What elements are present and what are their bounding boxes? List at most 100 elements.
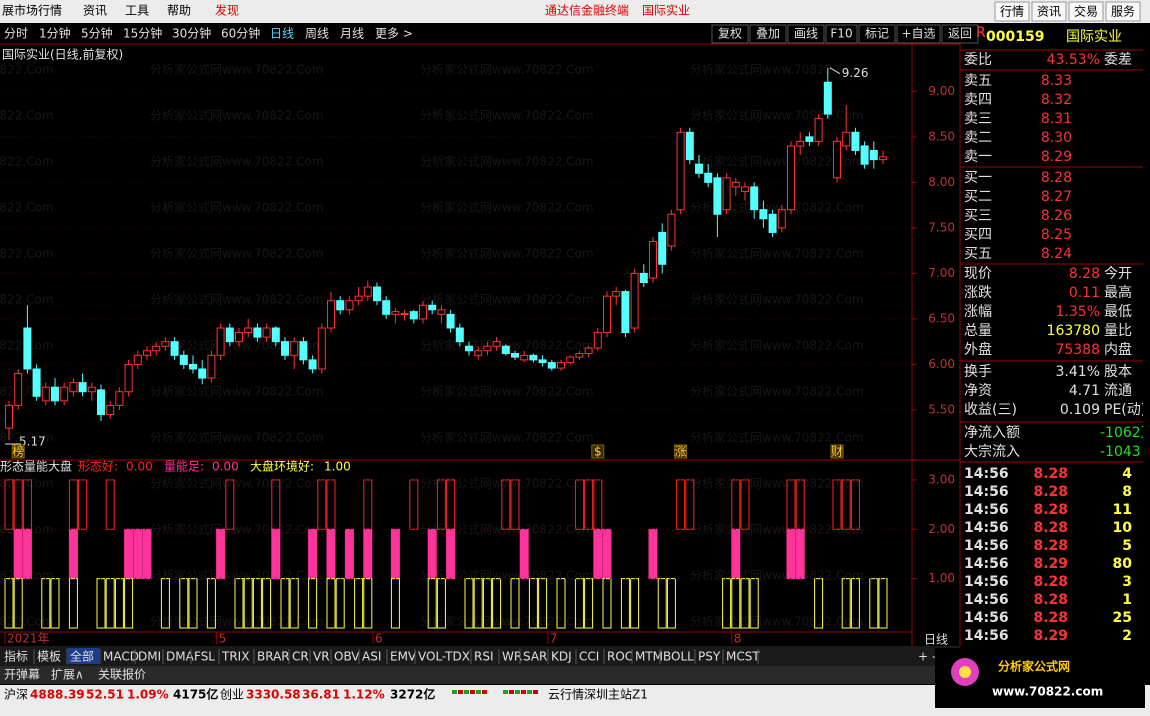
period-tab[interactable]: 周线 [305,27,329,41]
indicator-bar [22,528,32,580]
indicator-tab[interactable]: TRIX [221,650,249,664]
y-tick-label: 7.00 [928,266,955,280]
level-label: 买一 [964,170,992,186]
indicator-tab[interactable]: DMI [138,650,161,664]
watermark-text: 分析家公式网www.70822.Com [150,292,324,307]
level-price: 8.29 [1041,149,1072,165]
period-tab[interactable]: 30分钟 [172,26,211,41]
menu-item[interactable]: 展市场行情 [2,3,62,18]
status-item: 4175亿 [173,687,218,702]
indicator-tab[interactable]: ROC [607,650,633,664]
tool-button[interactable] [858,24,896,44]
tab-side[interactable]: + [918,650,928,664]
period-tab[interactable]: 15分钟 [123,26,162,41]
indicator-tab[interactable]: WR [502,650,522,664]
watermark-text: 分析家公式网www.70822.Com [150,62,324,77]
level-price: 8.25 [1041,227,1072,243]
indicator-tab[interactable]: DMA [166,650,195,664]
indicator-tab[interactable]: FSL [194,650,215,664]
tool-button[interactable] [941,24,979,44]
tool-button[interactable] [896,24,941,44]
stat-value: 3.41% [1056,364,1100,380]
stat-right: 今开 [1104,266,1132,282]
watermark-text: 分析家公式网www.70822.Com [0,246,54,261]
candle-body [787,145,795,211]
footer-tool[interactable]: 开弹幕 [4,668,40,682]
indicator-tab[interactable]: CCI [579,650,599,664]
candle-body [860,145,869,165]
candle-body [814,118,823,142]
period-tab[interactable]: 日线 [270,27,294,41]
candle-body [612,291,621,297]
indicator-tab[interactable]: VOL-TDX [418,650,470,664]
indicator-tab[interactable]: BRAR [257,650,290,664]
indicator-bar [841,479,851,530]
menu-button[interactable] [1031,1,1067,22]
indicator-tab[interactable]: PSY [698,650,721,664]
watermark-text: 分析家公式网www.70822.Com [150,430,324,445]
indicator-legend-value: 1.00 [324,460,351,474]
indicator-tab[interactable]: 指标 [4,649,28,664]
indicator-bar [841,578,851,629]
indicator-tab[interactable]: MCST [726,650,760,664]
indicator-tab[interactable]: ASI [362,650,381,664]
tool-button[interactable] [787,24,825,44]
indicator-tab[interactable]: RSI [474,650,494,664]
indicator-bar [482,578,492,629]
level-label: 买三 [964,208,992,224]
period-tab[interactable]: 1分钟 [39,26,71,41]
stat-right: 内盘 [1104,341,1132,358]
candle-body [685,131,694,161]
menu-item[interactable]: 工具 [125,4,149,18]
menu-button[interactable] [1068,1,1104,22]
indicator-tab[interactable]: 模板 [37,650,61,664]
period-tab[interactable]: 更多 > [375,27,413,41]
watermark-text: 分析家公式网www.70822.Com [420,476,594,491]
tab-side[interactable]: - [932,650,936,664]
indicator-tab[interactable]: VR [313,650,330,664]
tool-label: +自选 [901,27,935,41]
indicator-tab[interactable]: MTM [635,650,663,664]
level-label: 卖五 [964,73,992,89]
period-tab[interactable]: 月线 [340,27,364,41]
indicator-bar [124,528,134,580]
indicator-tab[interactable]: SAR [523,650,547,664]
indicator-bar [68,578,78,629]
tool-button[interactable] [749,24,787,44]
indicator-tab[interactable]: BOLL [663,650,694,664]
footer-tool[interactable]: 关联报价 [98,667,146,682]
level-price: 8.24 [1041,246,1072,262]
tick-time: 14:56 [964,592,1009,608]
menu-button[interactable] [1105,1,1141,22]
menu-item[interactable]: 帮助 [167,4,191,18]
indicator-legend-value: 0.00 [212,460,239,474]
candle-body [446,313,455,329]
tick-price: 8.29 [1033,556,1068,572]
watermark-text: 分析家公式网www.70822.Com [150,200,324,215]
indicator-bar [657,578,667,629]
indicator-tab[interactable]: OBV [334,650,360,664]
tick-price: 8.28 [1033,502,1068,518]
indicator-tab[interactable]: CR [292,650,309,664]
indicator-tab[interactable]: KDJ [551,650,572,664]
menu-discover[interactable]: 发现 [215,3,239,18]
candle-body [501,345,510,354]
tool-button[interactable] [711,24,749,44]
candle-body [391,311,400,315]
tool-button[interactable] [825,24,858,44]
candle-body [796,140,805,147]
tick-price: 8.28 [1033,610,1068,626]
period-tab[interactable]: 5分钟 [81,26,113,41]
period-tab[interactable]: 60分钟 [221,26,260,41]
indicator-tab[interactable]: 全部 [70,649,94,664]
menu-button[interactable] [994,1,1030,22]
indicator-bar [354,578,364,629]
menu-item[interactable]: 资讯 [83,4,107,18]
footer-tool[interactable]: 扩展∧ [51,668,84,682]
period-tab[interactable]: 分时 [4,27,28,41]
candle-body [639,272,648,283]
indicator-tab[interactable]: MACD [103,650,139,664]
indicator-legend-name: 形态好: [78,460,118,474]
indicator-tab[interactable]: EMV [390,650,417,664]
indicator-bar [363,528,373,580]
